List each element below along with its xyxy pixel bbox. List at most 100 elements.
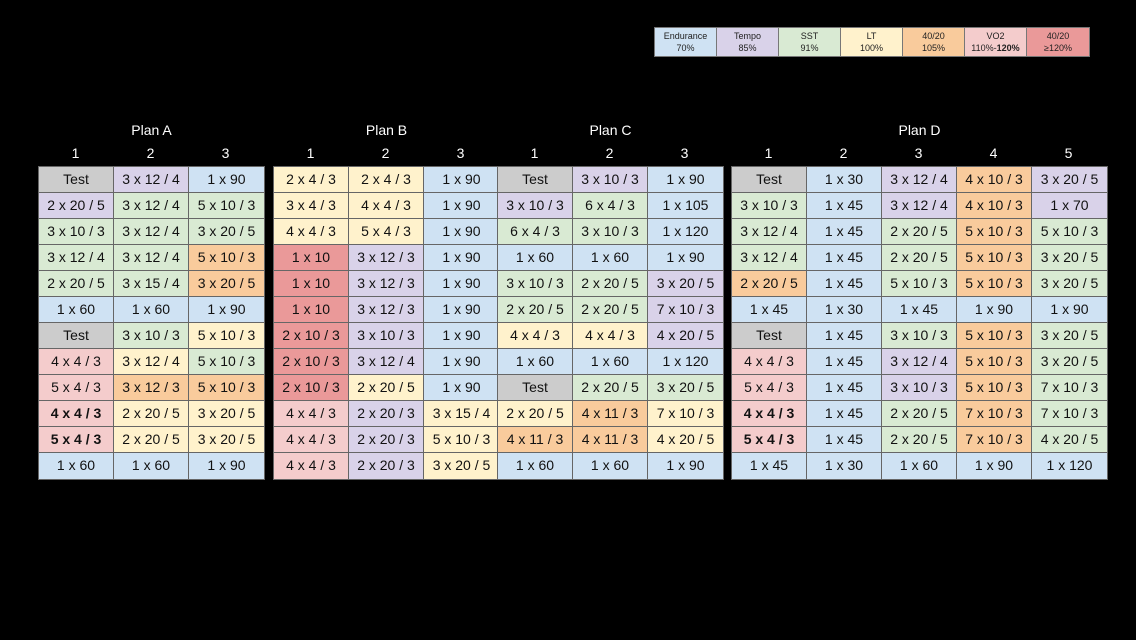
workout-cell: 1 x 90 xyxy=(424,297,499,323)
week-row: 1 x 60 1 x 60 1 x 90 xyxy=(39,453,264,479)
workout-cell: 1 x 60 xyxy=(114,297,189,323)
workout-cell: Test xyxy=(732,323,807,349)
workout-cell: 1 x 45 xyxy=(807,219,882,245)
workout-cell: 1 x 120 xyxy=(1032,453,1107,479)
workout-cell: 3 x 10 / 3 xyxy=(498,193,573,219)
workout-cell: 2 x 4 / 3 xyxy=(274,167,349,193)
column-header: 2 xyxy=(146,145,155,161)
workout-cell: 7 x 10 / 3 xyxy=(1032,401,1107,427)
legend-zone-name: LT xyxy=(866,31,877,41)
workout-cell: 1 x 105 xyxy=(648,193,723,219)
workout-cell: 3 x 12 / 4 xyxy=(732,219,807,245)
workout-cell: 5 x 10 / 3 xyxy=(957,323,1032,349)
workout-cell: 1 x 60 xyxy=(498,245,573,271)
workout-cell: 3 x 12 / 4 xyxy=(349,349,424,375)
legend-zone-percent: 70% xyxy=(676,43,695,53)
workout-cell: 1 x 45 xyxy=(807,245,882,271)
workout-cell: 5 x 10 / 3 xyxy=(189,245,264,271)
workout-cell: 5 x 10 / 3 xyxy=(424,427,499,453)
workout-cell: 1 x 10 xyxy=(274,297,349,323)
workout-cell: 3 x 12 / 4 xyxy=(882,193,957,219)
workout-cell: 3 x 12 / 4 xyxy=(882,167,957,193)
workout-cell: 1 x 90 xyxy=(424,271,499,297)
workout-cell: 4 x 4 / 3 xyxy=(274,453,349,479)
workout-cell: 4 x 4 / 3 xyxy=(573,323,648,349)
workout-cell: 1 x 45 xyxy=(807,401,882,427)
column-header: 1 xyxy=(530,145,539,161)
legend-zone-name: 40/20 xyxy=(1046,31,1070,41)
column-header-row: 1 2 3 xyxy=(497,140,724,166)
column-header: 2 xyxy=(605,145,614,161)
workout-cell: 3 x 20 / 5 xyxy=(189,401,264,427)
column-header: 3 xyxy=(680,145,689,161)
workout-cell: 1 x 30 xyxy=(807,297,882,323)
column-header: 3 xyxy=(914,145,923,161)
workout-cell: 3 x 20 / 5 xyxy=(189,427,264,453)
week-row: 1 x 60 1 x 60 1 x 90 xyxy=(498,245,723,271)
workout-cell: 4 x 4 / 3 xyxy=(274,401,349,427)
legend-zone-percent: 100% xyxy=(859,43,884,53)
workout-cell: 1 x 90 xyxy=(424,349,499,375)
workout-cell: 4 x 10 / 3 xyxy=(957,193,1032,219)
workout-cell: 7 x 10 / 3 xyxy=(1032,375,1107,401)
workout-cell: 2 x 20 / 5 xyxy=(498,297,573,323)
workout-cell: 4 x 4 / 3 xyxy=(498,323,573,349)
workout-cell: 2 x 20 / 5 xyxy=(498,401,573,427)
workout-cell: 3 x 10 / 3 xyxy=(882,375,957,401)
workout-cell: 1 x 90 xyxy=(424,219,499,245)
workout-cell: 2 x 20 / 5 xyxy=(573,271,648,297)
workout-cell: 2 x 20 / 5 xyxy=(39,271,114,297)
workout-cell: Test xyxy=(732,167,807,193)
workout-cell: 1 x 60 xyxy=(498,453,573,479)
workout-cell: 3 x 12 / 4 xyxy=(882,349,957,375)
workout-cell: 3 x 20 / 5 xyxy=(424,453,499,479)
workout-cell: 4 x 20 / 5 xyxy=(648,427,723,453)
legend-zone-percent: 110%-120% xyxy=(971,43,1020,53)
workout-cell: 5 x 10 / 3 xyxy=(957,349,1032,375)
workout-cell: 5 x 4 / 3 xyxy=(732,427,807,453)
legend-zone-name: Endurance xyxy=(663,31,708,41)
plan-title: Plan D xyxy=(898,122,941,138)
workout-cell: 1 x 90 xyxy=(957,297,1032,323)
workout-cell: 7 x 10 / 3 xyxy=(648,297,723,323)
workout-cell: 1 x 90 xyxy=(189,453,264,479)
workout-cell: 1 x 45 xyxy=(807,427,882,453)
workout-cell: 3 x 20 / 5 xyxy=(189,219,264,245)
legend-zone-name: Tempo xyxy=(733,31,761,41)
workout-cell: 5 x 10 / 3 xyxy=(189,349,264,375)
workout-cell: 5 x 10 / 3 xyxy=(189,375,264,401)
workout-cell: 7 x 10 / 3 xyxy=(957,427,1032,453)
workout-cell: 3 x 4 / 3 xyxy=(274,193,349,219)
workout-cell: 1 x 60 xyxy=(39,297,114,323)
workout-cell: Test xyxy=(498,375,573,401)
workout-cell: 3 x 15 / 4 xyxy=(424,401,499,427)
workout-cell: 4 x 4 / 3 xyxy=(349,193,424,219)
legend-zone-percent: 85% xyxy=(738,43,757,53)
workout-cell: 3 x 15 / 4 xyxy=(114,271,189,297)
week-row: 1 x 45 1 x 30 1 x 45 1 x 90 1 x 90 xyxy=(732,297,1107,323)
week-row: 1 x 60 1 x 60 1 x 90 xyxy=(39,297,264,323)
workout-cell: 1 x 45 xyxy=(807,375,882,401)
